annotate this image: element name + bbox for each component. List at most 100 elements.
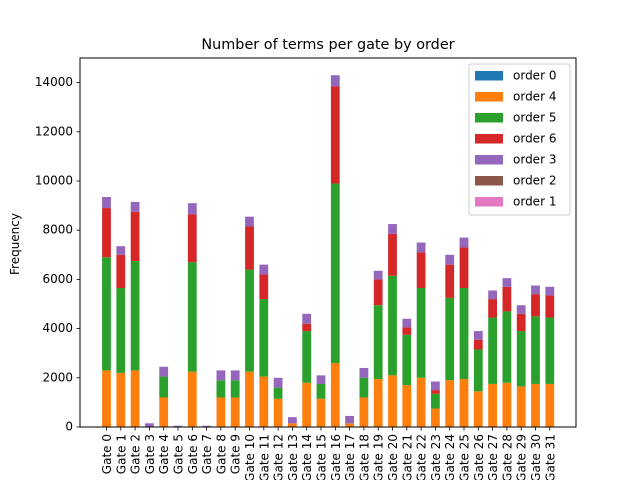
bar-order-4-6 <box>187 371 197 427</box>
bar-order-3-23 <box>431 381 440 391</box>
legend-label-5: order 2 <box>513 174 556 188</box>
bar-order-6-30 <box>531 294 540 317</box>
legend-swatch-5 <box>475 176 503 186</box>
bar-order-6-14 <box>302 323 312 332</box>
x-tick-label-10: Gate 10 <box>243 434 257 480</box>
bar-order-6-1 <box>116 254 126 289</box>
bar-order-3-27 <box>488 290 497 300</box>
bar-order-5-22 <box>416 288 426 378</box>
bar-order-3-17 <box>345 415 354 424</box>
bar-order-5-31 <box>545 317 555 384</box>
x-tick-label-11: Gate 11 <box>257 434 271 480</box>
x-tick-label-16: Gate 16 <box>329 434 343 480</box>
bar-order-6-11 <box>259 274 269 300</box>
bar-order-3-13 <box>288 417 297 424</box>
bar-order-4-13 <box>288 423 297 427</box>
bar-order-5-19 <box>373 305 383 380</box>
bar-order-5-0 <box>102 257 111 371</box>
bar-order-6-6 <box>187 214 197 263</box>
chart-title: Number of terms per gate by order <box>201 37 454 53</box>
y-tick-label-3: 6000 <box>42 272 73 286</box>
bar-order-6-0 <box>102 208 111 258</box>
axes-frame <box>79 57 577 428</box>
bar-order-5-28 <box>502 311 512 383</box>
x-tick-label-13: Gate 13 <box>286 434 300 480</box>
bar-order-5-21 <box>402 334 412 386</box>
y-tick-label-4: 8000 <box>42 223 73 237</box>
x-tick-label-19: Gate 19 <box>372 434 386 480</box>
x-tick-label-3: Gate 3 <box>143 434 157 474</box>
bar-order-6-24 <box>445 264 455 298</box>
legend-label-1: order 4 <box>513 90 556 104</box>
x-tick-label-12: Gate 12 <box>272 434 286 480</box>
bar-order-5-9 <box>230 380 240 398</box>
bar-order-3-5 <box>173 425 183 427</box>
bar-order-6-27 <box>488 299 497 318</box>
bar-order-3-20 <box>388 224 397 234</box>
x-tick-label-1: Gate 1 <box>114 434 128 474</box>
legend-label-2: order 5 <box>513 111 556 125</box>
legend-swatch-4 <box>475 155 503 165</box>
bar-order-3-7 <box>202 425 211 427</box>
bar-order-4-22 <box>416 377 426 427</box>
x-tick-label-17: Gate 17 <box>343 434 357 480</box>
bar-order-5-26 <box>473 349 483 392</box>
bar-order-4-25 <box>459 379 469 427</box>
bar-order-5-20 <box>388 275 397 376</box>
bar-order-4-0 <box>102 370 111 427</box>
bar-order-4-14 <box>302 382 312 427</box>
x-tick-label-27: Gate 27 <box>486 434 500 480</box>
legend-label-3: order 6 <box>513 132 556 146</box>
bar-order-5-10 <box>245 269 254 372</box>
bar-order-4-18 <box>359 397 369 427</box>
bar-order-3-8 <box>216 370 226 381</box>
x-tick-label-8: Gate 8 <box>214 434 228 474</box>
bar-order-3-3 <box>145 423 154 427</box>
x-tick-label-20: Gate 20 <box>386 434 400 480</box>
bar-order-6-22 <box>416 252 426 289</box>
legend-swatch-1 <box>475 92 503 102</box>
bar-order-5-25 <box>459 288 469 380</box>
bar-order-4-27 <box>488 383 497 427</box>
bar-order-3-10 <box>245 216 254 227</box>
bar-order-5-24 <box>445 297 455 381</box>
bar-order-3-1 <box>116 246 126 255</box>
bar-order-3-6 <box>187 203 197 215</box>
bar-order-6-2 <box>130 211 140 261</box>
bar-order-4-2 <box>130 370 140 427</box>
y-ticks: 0 2000 4000 6000 8000 10000 12000 14000 <box>35 75 80 434</box>
bar-order-3-18 <box>359 367 369 378</box>
bar-order-4-11 <box>259 376 269 427</box>
bar-order-6-26 <box>473 339 483 350</box>
legend-swatch-3 <box>475 134 503 144</box>
legend-label-4: order 3 <box>513 153 556 167</box>
bar-order-5-15 <box>316 383 326 399</box>
x-tick-label-26: Gate 26 <box>472 434 486 480</box>
bar-order-6-21 <box>402 327 412 335</box>
bar-order-4-24 <box>445 380 455 427</box>
x-tick-label-30: Gate 30 <box>529 434 543 480</box>
bar-order-4-30 <box>531 383 540 427</box>
bar-order-3-28 <box>502 278 512 287</box>
bar-order-3-25 <box>459 237 469 248</box>
y-tick-label-6: 12000 <box>35 124 73 138</box>
bar-order-4-4 <box>159 397 169 427</box>
x-tick-label-21: Gate 21 <box>400 434 414 480</box>
bar-order-5-18 <box>359 377 369 398</box>
bar-order-5-12 <box>273 387 283 399</box>
bar-order-6-29 <box>516 313 526 332</box>
legend-swatch-0 <box>475 71 503 81</box>
bar-order-4-21 <box>402 385 412 427</box>
legend-label-6: order 1 <box>513 195 556 209</box>
bar-order-4-20 <box>388 375 397 427</box>
bar-order-5-6 <box>187 262 197 372</box>
bar-order-6-10 <box>245 226 254 270</box>
bar-order-4-31 <box>545 383 555 427</box>
legend: order 0 order 4 order 5 order 6 order 3 order… <box>468 63 571 216</box>
bar-order-3-30 <box>531 285 540 295</box>
bar-order-3-16 <box>330 75 340 87</box>
bar-order-6-31 <box>545 295 555 318</box>
x-tick-label-15: Gate 15 <box>315 434 329 480</box>
bar-order-5-8 <box>216 380 226 398</box>
